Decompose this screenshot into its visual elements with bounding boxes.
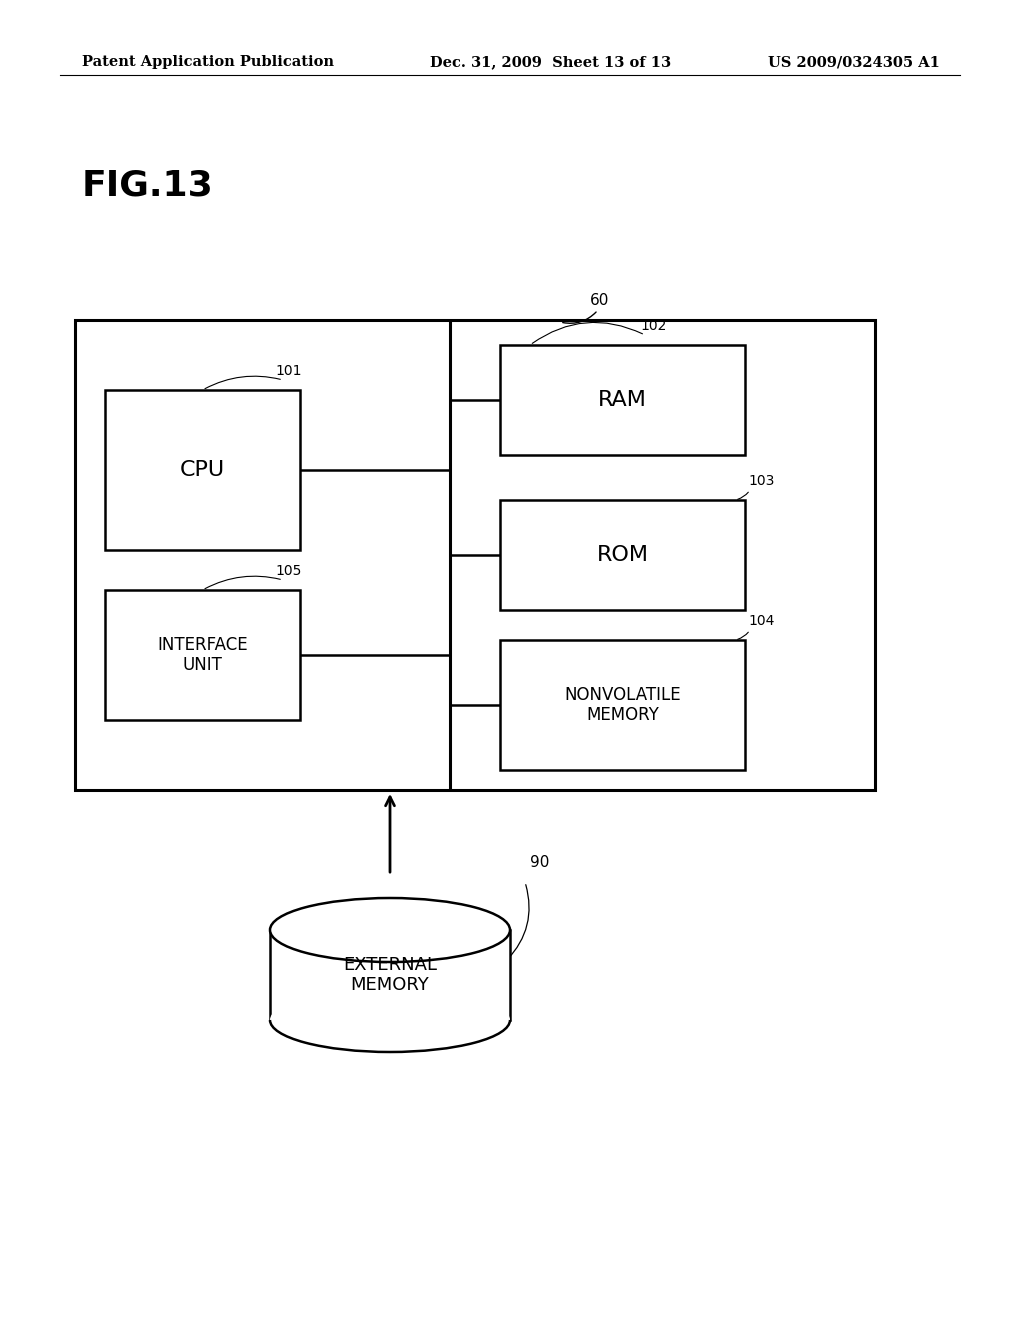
Text: 103: 103 <box>748 474 774 488</box>
Bar <box>270 931 510 1020</box>
Text: Patent Application Publication: Patent Application Publication <box>82 55 334 69</box>
Bar <box>500 345 745 455</box>
Ellipse shape <box>270 898 510 962</box>
Bar <box>105 389 300 550</box>
Text: INTERFACE
UNIT: INTERFACE UNIT <box>158 636 248 675</box>
Text: 104: 104 <box>748 614 774 628</box>
Bar <box>105 590 300 719</box>
Bar <box>75 319 874 789</box>
Text: CPU: CPU <box>180 459 225 480</box>
Text: NONVOLATILE
MEMORY: NONVOLATILE MEMORY <box>564 685 681 725</box>
Text: RAM: RAM <box>598 389 647 411</box>
Text: Dec. 31, 2009  Sheet 13 of 13: Dec. 31, 2009 Sheet 13 of 13 <box>430 55 671 69</box>
Text: FIG.13: FIG.13 <box>82 168 214 202</box>
Ellipse shape <box>270 987 510 1052</box>
Text: ROM: ROM <box>597 545 648 565</box>
Text: US 2009/0324305 A1: US 2009/0324305 A1 <box>768 55 940 69</box>
Text: 101: 101 <box>275 364 301 378</box>
Bar <box>500 500 745 610</box>
Text: 60: 60 <box>590 293 609 308</box>
Text: EXTERNAL
MEMORY: EXTERNAL MEMORY <box>343 956 437 994</box>
Text: 90: 90 <box>530 855 549 870</box>
Text: 102: 102 <box>640 319 667 333</box>
Bar <box>500 640 745 770</box>
Text: 105: 105 <box>275 564 301 578</box>
